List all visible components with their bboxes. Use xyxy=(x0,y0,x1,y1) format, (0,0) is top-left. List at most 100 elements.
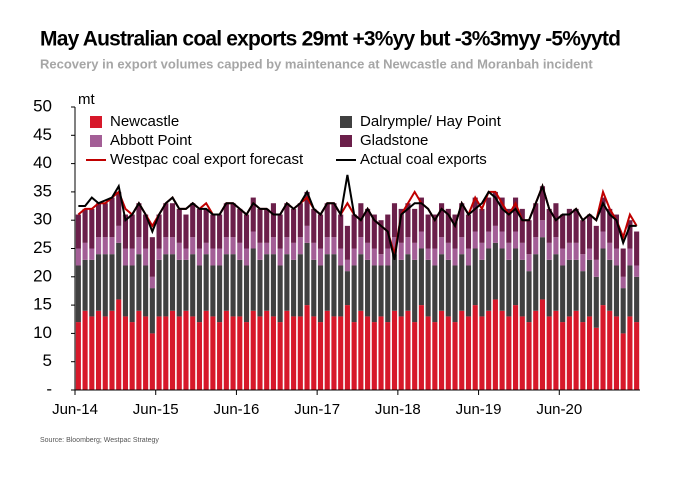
x-tick-label: Jun-17 xyxy=(294,401,340,418)
bar-segment xyxy=(398,242,404,260)
bar-segment xyxy=(439,237,445,255)
bar-segment xyxy=(459,203,465,238)
bar-segment xyxy=(237,208,243,243)
bar-segment xyxy=(237,316,243,390)
bar-segment xyxy=(109,254,115,311)
bar-segment xyxy=(418,248,424,306)
bar-segment xyxy=(371,248,377,266)
bar-segment xyxy=(519,316,525,390)
bar-segment xyxy=(317,322,324,390)
bar-segment xyxy=(600,231,606,249)
bar-segment xyxy=(311,242,317,260)
bar-segment xyxy=(223,310,229,390)
y-tick-label: 15 xyxy=(33,295,52,314)
bar-segment xyxy=(237,259,243,317)
bar-segment xyxy=(439,203,445,238)
bar-segment xyxy=(75,265,81,323)
bar-segment xyxy=(250,248,256,311)
bar-segment xyxy=(149,237,155,277)
bar-segment xyxy=(210,214,216,249)
bar-segment xyxy=(196,248,202,266)
bar-segment xyxy=(95,237,102,255)
bar-segment xyxy=(378,265,384,317)
bar-segment xyxy=(378,316,384,390)
bar-segment xyxy=(607,310,613,390)
bar-segment xyxy=(291,259,297,317)
line xyxy=(78,174,637,261)
bar-segment xyxy=(418,197,424,232)
line xyxy=(77,183,638,255)
bar-segment xyxy=(492,242,498,300)
bar-segment xyxy=(398,316,404,390)
bar-segment xyxy=(82,208,88,243)
bar-segment xyxy=(291,316,297,390)
bar-segment xyxy=(82,242,88,260)
x-tick-label: Jun-15 xyxy=(133,401,179,418)
bar-segment xyxy=(149,288,155,334)
bar-segment xyxy=(89,248,95,260)
bar-segment xyxy=(586,259,593,317)
bar-segment xyxy=(304,242,310,306)
bar-segment xyxy=(385,265,391,323)
bar-segment xyxy=(566,259,572,317)
bar-segment xyxy=(95,203,102,238)
bar-segment xyxy=(560,248,566,266)
bar-segment xyxy=(250,197,256,232)
bar-segment xyxy=(573,208,579,243)
bar-segment xyxy=(102,237,108,255)
bar-segment xyxy=(223,254,229,311)
legend-label: Abbott Point xyxy=(110,132,193,149)
bar-segment xyxy=(506,208,512,243)
bar-segment xyxy=(358,254,364,311)
bar-segment xyxy=(627,220,633,249)
bar-segment xyxy=(533,203,539,238)
bar-segment xyxy=(371,265,377,323)
bar-segment xyxy=(143,316,149,390)
bar-segment xyxy=(291,208,297,243)
y-tick-label: 10 xyxy=(33,323,52,342)
bar-segment xyxy=(291,242,297,260)
bar-segment xyxy=(425,259,431,317)
bar-segment xyxy=(634,276,640,323)
bar-segment xyxy=(613,214,620,249)
bar-segment xyxy=(418,305,424,390)
bar-segment xyxy=(492,299,498,390)
bar-segment xyxy=(324,310,330,390)
bar-segment xyxy=(89,316,95,390)
bar-segment xyxy=(560,322,566,390)
bar-segment xyxy=(425,248,431,260)
bar-segment xyxy=(203,254,209,311)
bar-segment xyxy=(445,259,451,317)
bar-segment xyxy=(600,305,606,390)
bar-segment xyxy=(156,316,162,390)
bar-segment xyxy=(378,254,384,266)
bar-segment xyxy=(143,248,149,266)
bar-segment xyxy=(243,265,250,323)
legend-swatch xyxy=(90,135,102,147)
bar-segment xyxy=(217,265,223,323)
bar-segment xyxy=(277,322,283,390)
bar-segment xyxy=(109,310,115,390)
bar-segment xyxy=(486,310,492,390)
bar-segment xyxy=(324,254,330,311)
bar-segment xyxy=(492,191,498,226)
bar-segment xyxy=(169,310,176,390)
bar-segment xyxy=(304,225,310,243)
bar-segment xyxy=(223,237,229,255)
bar-segment xyxy=(465,316,472,390)
bar-segment xyxy=(600,248,606,306)
bar-segment xyxy=(593,225,599,260)
legend-swatch xyxy=(340,116,352,128)
bar-segment xyxy=(553,254,559,311)
bar-segment xyxy=(486,248,492,311)
bar-segment xyxy=(136,237,142,255)
bar-segment xyxy=(412,242,418,260)
bar-segment xyxy=(297,254,303,317)
bar-segment xyxy=(539,299,546,390)
bar-segment xyxy=(257,208,263,243)
bar-segment xyxy=(223,203,229,238)
bar-segment xyxy=(586,248,593,260)
x-tick-label: Jun-14 xyxy=(52,401,98,418)
bar-segment xyxy=(351,214,357,249)
bar-segment xyxy=(331,203,337,238)
